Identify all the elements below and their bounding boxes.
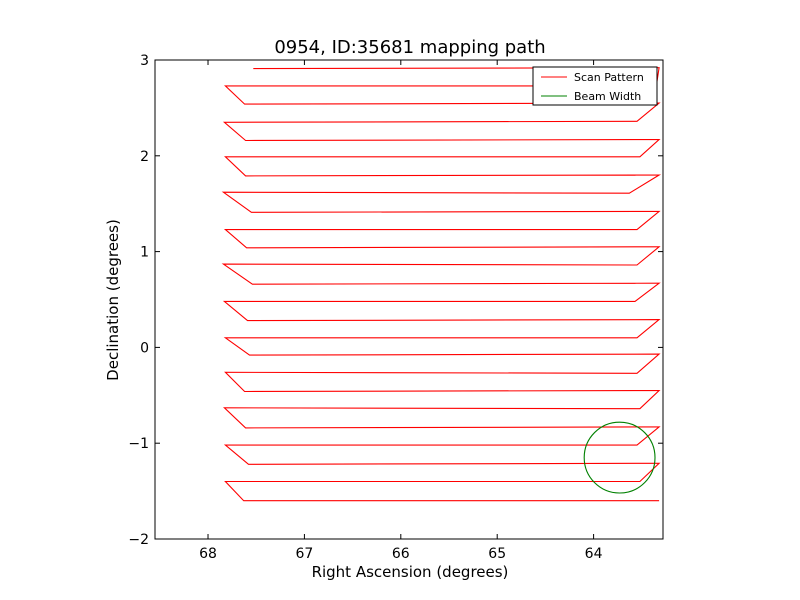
y-tick-label: 3 (140, 53, 149, 69)
x-tick-label: 68 (199, 546, 217, 562)
legend-beam-label: Beam Width (574, 90, 641, 103)
beam-width-series (583, 421, 656, 494)
axis-ticks: 68 67 66 65 64 −2 −1 0 1 2 3 (128, 53, 663, 562)
beam-width-circle (583, 421, 656, 494)
legend-box (532, 66, 658, 106)
x-tick-label: 65 (488, 546, 506, 562)
plot-frame (154, 59, 664, 540)
legend-scan-label: Scan Pattern (574, 71, 644, 84)
y-tick-label: −1 (128, 436, 149, 452)
y-tick-label: 2 (140, 149, 149, 165)
x-axis-label: Right Ascension (degrees) (312, 563, 509, 581)
y-tick-label: 1 (140, 245, 149, 261)
y-tick-label: 0 (140, 340, 149, 356)
y-tick-label: −2 (128, 532, 149, 548)
plot-area: 68 67 66 65 64 −2 −1 0 1 2 3 (128, 53, 664, 562)
x-tick-label: 64 (585, 546, 603, 562)
legend: Scan Pattern Beam Width (532, 66, 658, 106)
y-axis-label: Declination (degrees) (104, 219, 122, 381)
scan-pattern-series (221, 67, 662, 502)
x-tick-label: 67 (295, 546, 313, 562)
chart-title: 0954, ID:35681 mapping path (274, 37, 545, 58)
x-tick-label: 66 (392, 546, 410, 562)
scan-pattern-line (221, 67, 662, 502)
